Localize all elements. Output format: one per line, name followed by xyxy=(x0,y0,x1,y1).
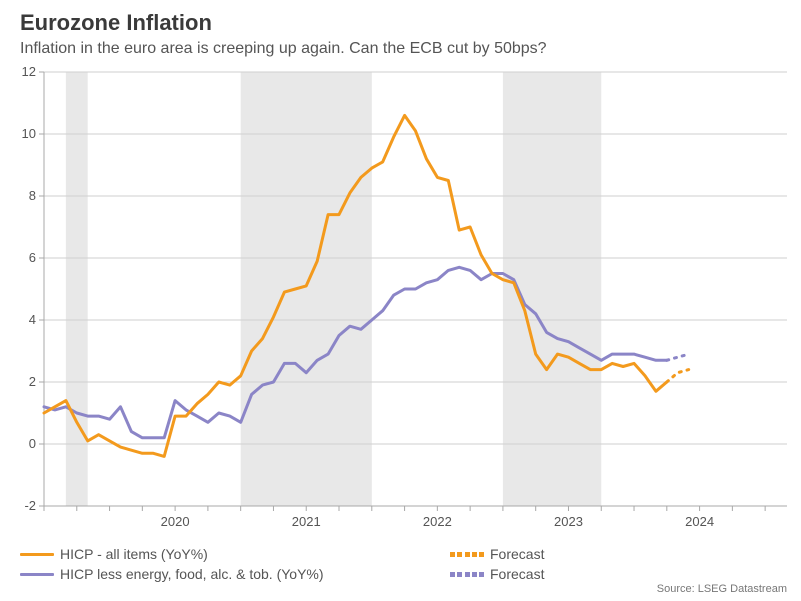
svg-text:-2: -2 xyxy=(24,498,36,513)
svg-text:2023: 2023 xyxy=(554,514,583,529)
legend-label: HICP - all items (YoY%) xyxy=(60,544,208,564)
chart-title: Eurozone Inflation xyxy=(20,10,212,36)
chart-subtitle: Inflation in the euro area is creeping u… xyxy=(20,40,547,58)
legend-swatch-dots xyxy=(450,572,484,577)
svg-text:0: 0 xyxy=(29,436,36,451)
svg-text:2: 2 xyxy=(29,374,36,389)
line-chart-svg: -2 0 2 4 6 8 10 12 2020 2021 2022 2023 2024 xyxy=(0,66,801,536)
legend-item-hicp-core-forecast: Forecast xyxy=(450,564,590,584)
svg-text:6: 6 xyxy=(29,250,36,265)
legend-label: Forecast xyxy=(490,564,544,584)
legend-label: Forecast xyxy=(490,544,544,564)
svg-text:4: 4 xyxy=(29,312,36,327)
legend-swatch-dots xyxy=(450,552,484,557)
svg-text:12: 12 xyxy=(22,66,36,79)
legend-swatch-line xyxy=(20,553,54,556)
svg-text:2021: 2021 xyxy=(292,514,321,529)
svg-text:10: 10 xyxy=(22,126,36,141)
svg-text:8: 8 xyxy=(29,188,36,203)
plot-area: -2 0 2 4 6 8 10 12 2020 2021 2022 2023 2024 xyxy=(0,66,801,536)
legend-swatch-line xyxy=(20,573,54,576)
svg-text:2022: 2022 xyxy=(423,514,452,529)
source-attribution: Source: LSEG Datastream xyxy=(657,583,787,595)
chart-page: Eurozone Inflation Inflation in the euro… xyxy=(0,0,801,601)
legend-label: HICP less energy, food, alc. & tob. (YoY… xyxy=(60,564,324,584)
legend-item-hicp-all-forecast: Forecast xyxy=(450,544,590,564)
legend-item-hicp-all: HICP - all items (YoY%) xyxy=(20,544,450,564)
legend-item-hicp-core: HICP less energy, food, alc. & tob. (YoY… xyxy=(20,564,450,584)
legend: HICP - all items (YoY%) Forecast HICP le… xyxy=(20,544,780,584)
svg-text:2020: 2020 xyxy=(161,514,190,529)
svg-text:2024: 2024 xyxy=(685,514,714,529)
